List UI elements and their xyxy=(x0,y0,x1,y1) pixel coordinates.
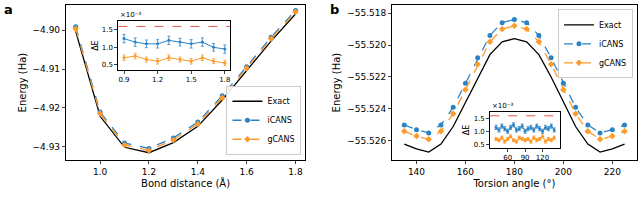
svg-text:1.2: 1.2 xyxy=(152,76,163,84)
svg-text:1.2: 1.2 xyxy=(142,167,156,177)
svg-text:1.0: 1.0 xyxy=(93,167,108,177)
svg-text:120: 120 xyxy=(536,154,549,162)
svg-text:90: 90 xyxy=(521,154,530,162)
svg-text:140: 140 xyxy=(408,167,425,177)
svg-text:1.5: 1.5 xyxy=(102,26,113,34)
svg-text:−55.520: −55.520 xyxy=(347,40,386,50)
svg-text:180: 180 xyxy=(506,167,523,177)
svg-text:×10⁻³: ×10⁻³ xyxy=(120,11,141,19)
svg-text:1.0: 1.0 xyxy=(102,44,113,52)
svg-text:Exact: Exact xyxy=(599,21,621,30)
svg-text:ΔE: ΔE xyxy=(91,40,100,51)
svg-text:Torsion angle (°): Torsion angle (°) xyxy=(472,178,555,189)
svg-text:−4.92: −4.92 xyxy=(33,103,61,113)
svg-text:×10⁻³: ×10⁻³ xyxy=(492,102,513,110)
svg-text:Energy (Ha): Energy (Ha) xyxy=(17,53,28,113)
svg-text:−55.522: −55.522 xyxy=(347,72,386,82)
svg-text:60: 60 xyxy=(503,154,512,162)
svg-text:220: 220 xyxy=(604,167,621,177)
svg-text:200: 200 xyxy=(555,167,572,177)
svg-text:−55.526: −55.526 xyxy=(347,136,386,146)
svg-text:iCANS: iCANS xyxy=(599,40,623,49)
svg-text:1.4: 1.4 xyxy=(191,167,206,177)
svg-text:0.9: 0.9 xyxy=(118,76,129,84)
svg-text:−4.91: −4.91 xyxy=(33,64,61,74)
svg-text:Energy (Ha): Energy (Ha) xyxy=(331,53,342,113)
svg-text:1.5: 1.5 xyxy=(186,76,197,84)
svg-text:−4.93: −4.93 xyxy=(33,142,61,152)
svg-text:gCANS: gCANS xyxy=(267,135,294,144)
svg-text:0.5: 0.5 xyxy=(102,61,113,69)
svg-text:gCANS: gCANS xyxy=(599,59,626,68)
svg-text:1.0: 1.0 xyxy=(474,128,485,136)
svg-text:−55.518: −55.518 xyxy=(347,8,386,18)
svg-text:1.8: 1.8 xyxy=(219,76,230,84)
svg-text:0.5: 0.5 xyxy=(474,141,485,149)
svg-text:ΔE: ΔE xyxy=(462,125,471,136)
svg-text:−55.524: −55.524 xyxy=(347,104,386,114)
svg-text:Bond distance (Å): Bond distance (Å) xyxy=(141,177,230,189)
svg-text:1.8: 1.8 xyxy=(288,167,303,177)
svg-text:b: b xyxy=(330,2,339,17)
svg-text:1.5: 1.5 xyxy=(474,115,485,123)
svg-text:−4.90: −4.90 xyxy=(33,25,61,35)
svg-text:Exact: Exact xyxy=(267,97,289,106)
svg-text:iCANS: iCANS xyxy=(267,116,291,125)
svg-text:a: a xyxy=(4,2,13,17)
svg-text:1.6: 1.6 xyxy=(239,167,254,177)
svg-text:160: 160 xyxy=(457,167,474,177)
